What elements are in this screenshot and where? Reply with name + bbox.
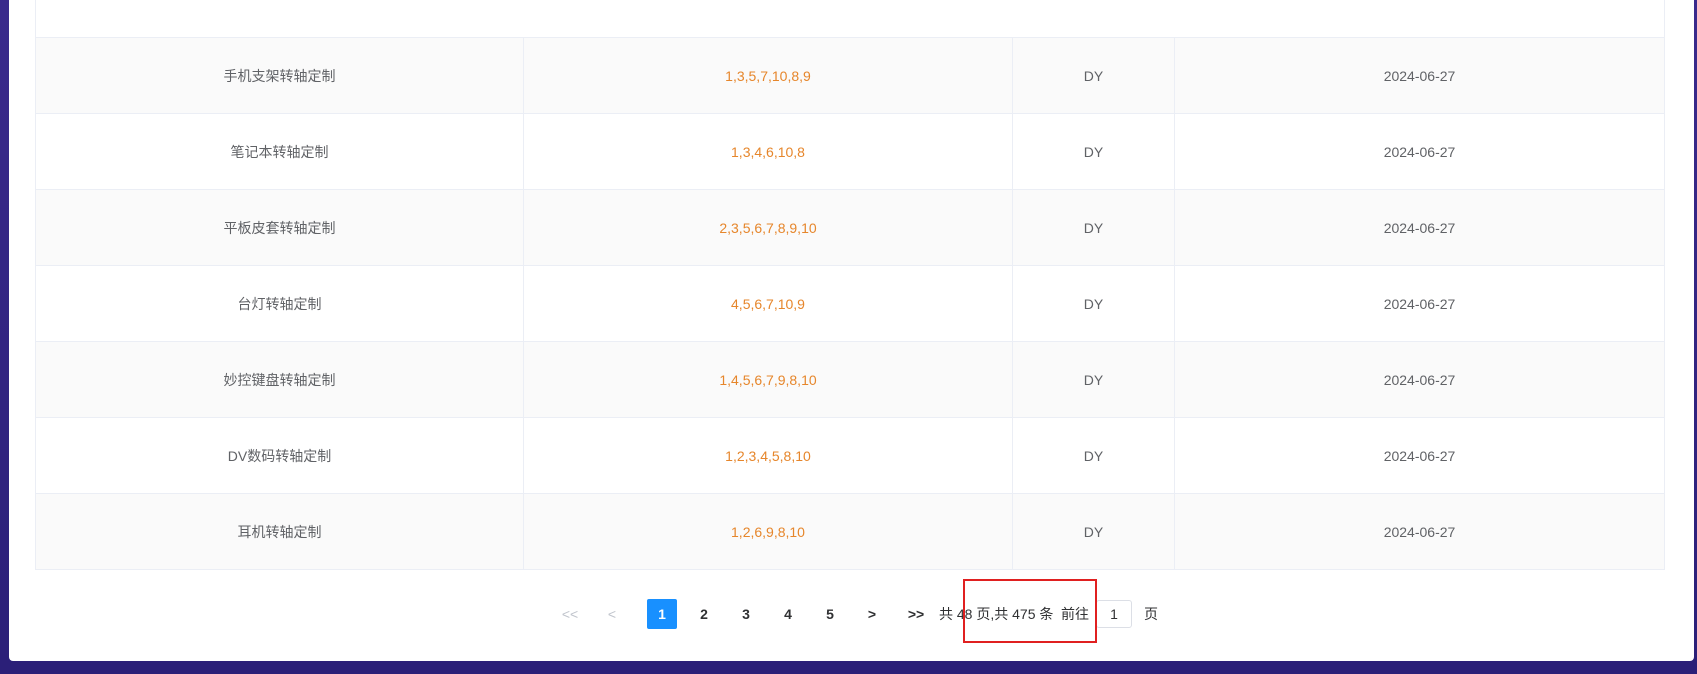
codes: 1,2,6,9,8,10 xyxy=(524,494,1013,569)
codes: 2,3,5,6,7,8,9,10 xyxy=(524,190,1013,265)
product-name: 妙控键盘转轴定制 xyxy=(36,342,524,417)
prev-page[interactable]: < xyxy=(607,606,617,622)
source: DY xyxy=(1013,38,1175,113)
page-number[interactable]: 4 xyxy=(784,606,792,622)
product-name: 台灯转轴定制 xyxy=(36,266,524,341)
date: 2024-06-27 xyxy=(1383,67,1456,84)
goto-unit: 页 xyxy=(1144,606,1158,622)
codes: 1,4,5,6,7,9,8,10 xyxy=(524,342,1013,417)
cut-row xyxy=(36,0,1664,38)
date: 2024-06-27 xyxy=(1383,523,1456,540)
goto-input[interactable]: 1 xyxy=(1096,600,1132,628)
codes: 4,5,6,7,10,9 xyxy=(524,266,1013,341)
product-name: DV数码转轴定制 xyxy=(36,418,524,493)
table-row: 台灯转轴定制 4,5,6,7,10,9 DY 2024-06-27 xyxy=(36,266,1664,342)
source: DY xyxy=(1013,418,1175,493)
page-number[interactable]: 5 xyxy=(826,606,834,622)
page-number[interactable]: 2 xyxy=(700,606,708,622)
table-row: 耳机转轴定制 1,2,6,9,8,10 DY 2024-06-27 xyxy=(36,494,1664,570)
table-row: DV数码转轴定制 1,2,3,4,5,8,10 DY 2024-06-27 xyxy=(36,418,1664,494)
date: 2024-06-27 xyxy=(1383,219,1456,236)
product-name: 笔记本转轴定制 xyxy=(36,114,524,189)
date: 2024-06-27 xyxy=(1383,371,1456,388)
highlight-box xyxy=(963,579,1097,643)
summary: 共 48 页,共 475 条 xyxy=(939,606,1054,622)
product-name: 手机支架转轴定制 xyxy=(36,38,524,113)
source: DY xyxy=(1013,494,1175,569)
source: DY xyxy=(1013,266,1175,341)
panel: 手机支架转轴定制 1,3,5,7,10,8,9 DY 2024-06-27 笔记本转轴定… xyxy=(9,0,1694,661)
pagination: << < > >> 共 48 页,共 475 条 前往 1 页 1 2 3 4 5 xyxy=(9,599,1694,629)
codes: 1,2,3,4,5,8,10 xyxy=(524,418,1013,493)
date: 2024-06-27 xyxy=(1383,143,1456,160)
product-name: 平板皮套转轴定制 xyxy=(36,190,524,265)
codes: 1,3,5,7,10,8,9 xyxy=(524,38,1013,113)
source: DY xyxy=(1013,342,1175,417)
first-page[interactable]: << xyxy=(561,606,579,622)
last-page[interactable]: >> xyxy=(907,606,925,622)
date: 2024-06-27 xyxy=(1383,295,1456,312)
table-row: 妙控键盘转轴定制 1,4,5,6,7,9,8,10 DY 2024-06-27 xyxy=(36,342,1664,418)
table-row: 平板皮套转轴定制 2,3,5,6,7,8,9,10 DY 2024-06-27 xyxy=(36,190,1664,266)
table-row: 笔记本转轴定制 1,3,4,6,10,8 DY 2024-06-27 xyxy=(36,114,1664,190)
codes: 1,3,4,6,10,8 xyxy=(524,114,1013,189)
date: 2024-06-27 xyxy=(1383,447,1456,464)
source: DY xyxy=(1013,190,1175,265)
next-page[interactable]: > xyxy=(867,606,877,622)
page-number[interactable]: 3 xyxy=(742,606,750,622)
product-name: 耳机转轴定制 xyxy=(36,494,524,569)
table: 手机支架转轴定制 1,3,5,7,10,8,9 DY 2024-06-27 笔记本转轴定… xyxy=(35,0,1665,570)
goto-label: 前往 xyxy=(1061,606,1089,622)
page-number[interactable]: 1 xyxy=(647,599,677,629)
table-row: 手机支架转轴定制 1,3,5,7,10,8,9 DY 2024-06-27 xyxy=(36,38,1664,114)
source: DY xyxy=(1013,114,1175,189)
